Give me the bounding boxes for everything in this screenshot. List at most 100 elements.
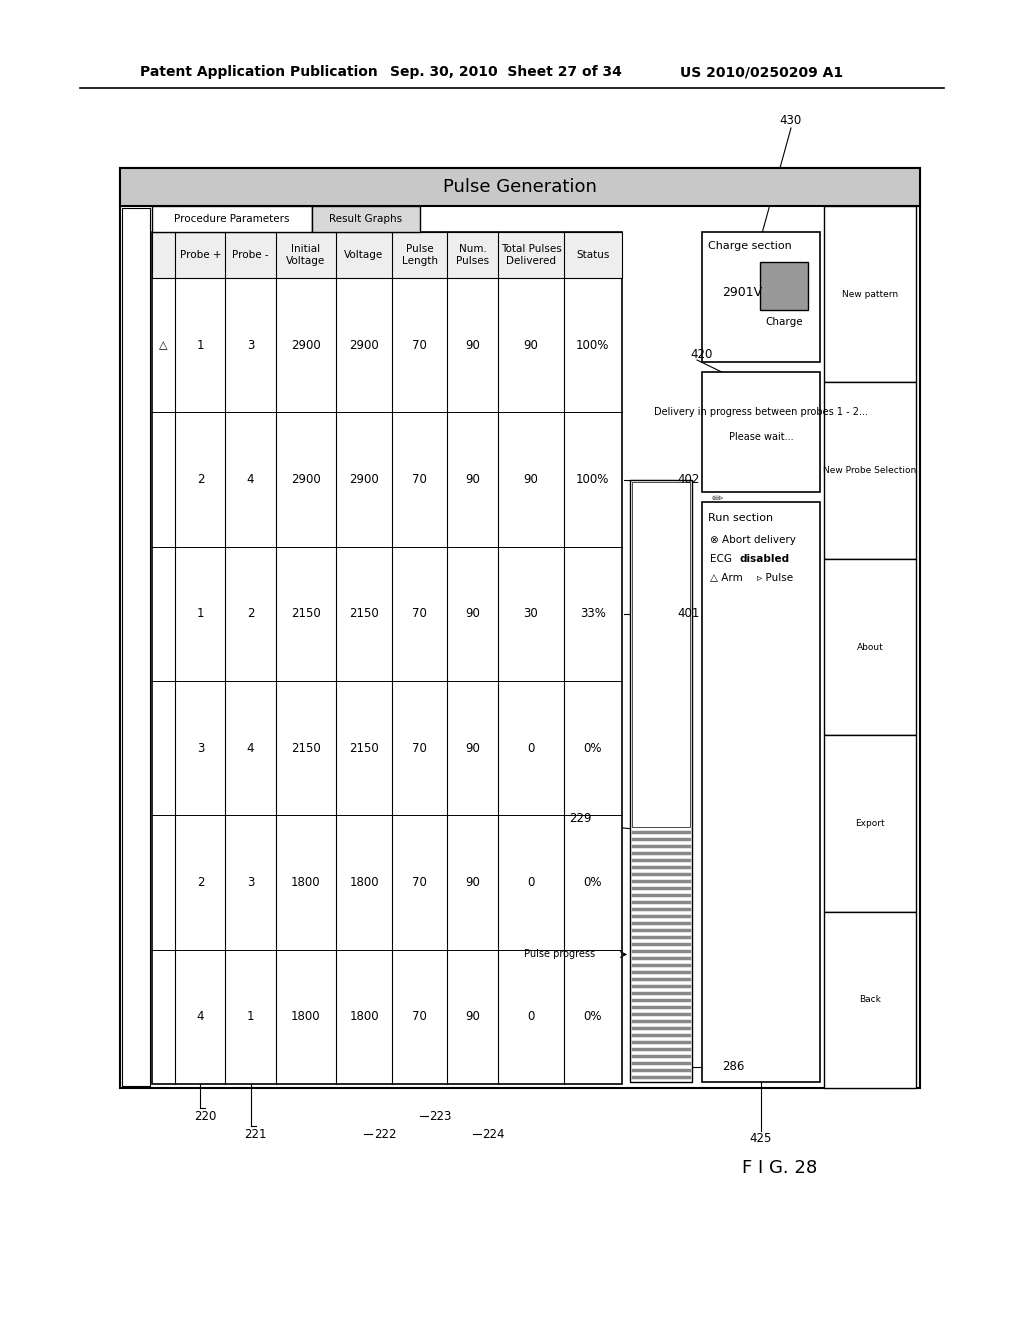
Text: Num.
Pulses: Num. Pulses	[456, 244, 489, 265]
Text: 2150: 2150	[291, 742, 321, 755]
Text: 90: 90	[465, 1010, 480, 1023]
Text: 0%: 0%	[584, 1010, 602, 1023]
Text: Pulse progress: Pulse progress	[524, 949, 595, 960]
Text: disabled: disabled	[740, 554, 791, 564]
Text: Initial
Voltage: Initial Voltage	[286, 244, 326, 265]
Text: △: △	[160, 341, 168, 350]
Text: Charge section: Charge section	[708, 242, 792, 251]
Text: 90: 90	[465, 742, 480, 755]
Text: 1: 1	[197, 607, 204, 620]
Text: 1800: 1800	[349, 876, 379, 888]
Bar	[120, 168, 920, 1088]
Text: F I G. 28: F I G. 28	[742, 1159, 817, 1177]
Bar	[152, 232, 622, 279]
Text: Pulse Generation: Pulse Generation	[443, 178, 597, 195]
Text: Result Graphs: Result Graphs	[330, 214, 402, 224]
Text: Procedure Parameters: Procedure Parameters	[174, 214, 290, 224]
Text: 70: 70	[412, 339, 427, 351]
Text: 2150: 2150	[349, 742, 379, 755]
Text: ✏: ✏	[712, 492, 724, 507]
Bar	[122, 209, 150, 1086]
Text: 1800: 1800	[349, 1010, 379, 1023]
Text: 0: 0	[527, 1010, 535, 1023]
Text: 1: 1	[247, 1010, 254, 1023]
Text: 229: 229	[568, 812, 591, 825]
Text: Status: Status	[577, 249, 609, 260]
Text: Voltage: Voltage	[344, 249, 384, 260]
Text: Sep. 30, 2010  Sheet 27 of 34: Sep. 30, 2010 Sheet 27 of 34	[390, 65, 622, 79]
Text: 4: 4	[247, 742, 254, 755]
Text: 2900: 2900	[291, 339, 321, 351]
Bar	[630, 479, 692, 1082]
Text: 70: 70	[412, 607, 427, 620]
Text: 220: 220	[195, 1110, 217, 1122]
Text: 224: 224	[482, 1127, 505, 1140]
Text: 30: 30	[523, 607, 539, 620]
Bar	[824, 383, 916, 558]
Text: 100%: 100%	[577, 473, 609, 486]
Bar	[702, 232, 820, 362]
Text: 420: 420	[691, 347, 713, 360]
Text: Back: Back	[859, 995, 881, 1005]
Bar	[152, 232, 622, 1084]
Text: Export: Export	[855, 818, 885, 828]
Text: About: About	[857, 643, 884, 652]
Text: ▹ Pulse: ▹ Pulse	[757, 573, 794, 583]
Text: 90: 90	[465, 339, 480, 351]
Text: 2900: 2900	[349, 473, 379, 486]
Bar	[702, 502, 820, 1082]
Bar	[824, 558, 916, 735]
Text: 70: 70	[412, 473, 427, 486]
Text: Charge: Charge	[765, 317, 803, 327]
Text: 221: 221	[245, 1127, 267, 1140]
Text: 70: 70	[412, 742, 427, 755]
Text: 2: 2	[197, 473, 204, 486]
Text: Total Pulses
Delivered: Total Pulses Delivered	[501, 244, 561, 265]
Bar	[760, 261, 808, 310]
Bar	[312, 206, 420, 232]
Text: Probe -: Probe -	[232, 249, 269, 260]
Text: 1800: 1800	[291, 876, 321, 888]
Bar	[824, 206, 916, 383]
Bar	[120, 168, 920, 206]
Text: 90: 90	[465, 876, 480, 888]
Text: ECG: ECG	[710, 554, 738, 564]
Bar	[824, 735, 916, 912]
Text: ⊗ Abort delivery: ⊗ Abort delivery	[710, 535, 796, 545]
Text: 4: 4	[247, 473, 254, 486]
Text: 3: 3	[197, 742, 204, 755]
Text: 0: 0	[527, 742, 535, 755]
Text: Delivery in progress between probes 1 - 2...: Delivery in progress between probes 1 - …	[654, 407, 868, 417]
Text: 4: 4	[197, 1010, 204, 1023]
Text: 0: 0	[527, 876, 535, 888]
Text: Run section: Run section	[708, 513, 773, 523]
Text: Probe +: Probe +	[179, 249, 221, 260]
Text: 223: 223	[429, 1110, 452, 1122]
Text: 0%: 0%	[584, 876, 602, 888]
Text: △ Arm: △ Arm	[710, 573, 742, 583]
Text: 2150: 2150	[349, 607, 379, 620]
Text: 425: 425	[750, 1133, 772, 1146]
Text: 2150: 2150	[291, 607, 321, 620]
Text: 1: 1	[197, 339, 204, 351]
Text: 402: 402	[677, 473, 699, 486]
Text: 70: 70	[412, 876, 427, 888]
Text: 100%: 100%	[577, 339, 609, 351]
Text: 90: 90	[465, 607, 480, 620]
Text: New pattern: New pattern	[842, 289, 898, 298]
Text: US 2010/0250209 A1: US 2010/0250209 A1	[680, 65, 843, 79]
Text: Please wait...: Please wait...	[729, 432, 794, 442]
Text: 401: 401	[677, 607, 699, 620]
Text: 2900: 2900	[291, 473, 321, 486]
Bar	[824, 912, 916, 1088]
Text: 1800: 1800	[291, 1010, 321, 1023]
Text: New Probe Selection: New Probe Selection	[823, 466, 916, 475]
Text: 2900: 2900	[349, 339, 379, 351]
Text: Pulse
Length: Pulse Length	[401, 244, 437, 265]
Text: 33%: 33%	[580, 607, 606, 620]
Text: 222: 222	[374, 1127, 396, 1140]
Text: 3: 3	[247, 339, 254, 351]
Text: 90: 90	[523, 473, 539, 486]
Text: 0%: 0%	[584, 742, 602, 755]
Text: 2: 2	[197, 876, 204, 888]
